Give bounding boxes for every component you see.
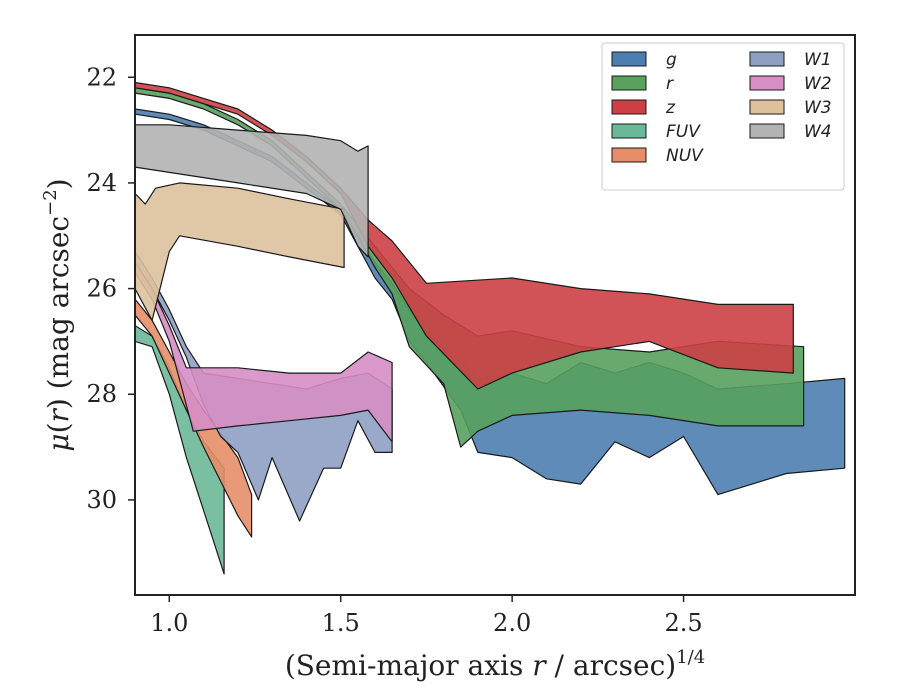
x-axis-title: (Semi-major axis r / arcsec)1/4: [285, 647, 705, 682]
x-axis-ticks: 1.0 1.5 2.0 2.5: [150, 595, 703, 637]
legend-label-w1: W1: [804, 50, 832, 70]
x-tick-label: 2.5: [664, 609, 702, 637]
y-tick-label: 28: [86, 380, 117, 408]
y-tick-label: 26: [86, 275, 117, 303]
legend-swatch-g: [611, 51, 647, 67]
legend-swatch-w2: [749, 75, 785, 91]
legend-swatch-w1: [749, 51, 785, 67]
plot-frame: [134, 34, 856, 596]
y-tick-label: 30: [86, 486, 117, 514]
y-tick-label: 22: [86, 63, 117, 91]
x-tick-label: 1.0: [150, 609, 188, 637]
y-axis-ticks: 22 24 26 28 30: [86, 63, 135, 514]
legend-label-z: z: [665, 98, 676, 118]
legend-label-nuv: NUV: [666, 146, 704, 166]
legend-label-w2: W2: [804, 74, 832, 94]
y-axis-title: μ(r) (mag arcsec−2): [40, 178, 75, 451]
legend-swatch-fuv: [611, 123, 647, 139]
x-tick-label: 1.5: [322, 609, 360, 637]
legend-swatch-w3: [749, 99, 785, 115]
y-tick-label: 24: [86, 169, 117, 197]
legend-swatch-nuv: [611, 147, 647, 163]
legend-label-r: r: [666, 74, 674, 94]
band-w2: [135, 261, 393, 443]
legend: grz FUV NUV W1 W2 W3 W4: [601, 42, 845, 191]
legend-label-w4: W4: [804, 122, 832, 142]
legend-swatch-z: [611, 99, 647, 115]
band-w4: [135, 124, 369, 258]
legend-label-g: g: [666, 50, 677, 70]
band-w3: [135, 182, 345, 321]
legend-label-fuv: FUV: [666, 122, 701, 142]
legend-label-w3: W3: [804, 98, 832, 118]
bands-layer: [135, 81, 846, 575]
x-tick-label: 2.0: [493, 609, 531, 637]
legend-swatch-w4: [749, 123, 785, 139]
legend-swatch-r: [611, 75, 647, 91]
